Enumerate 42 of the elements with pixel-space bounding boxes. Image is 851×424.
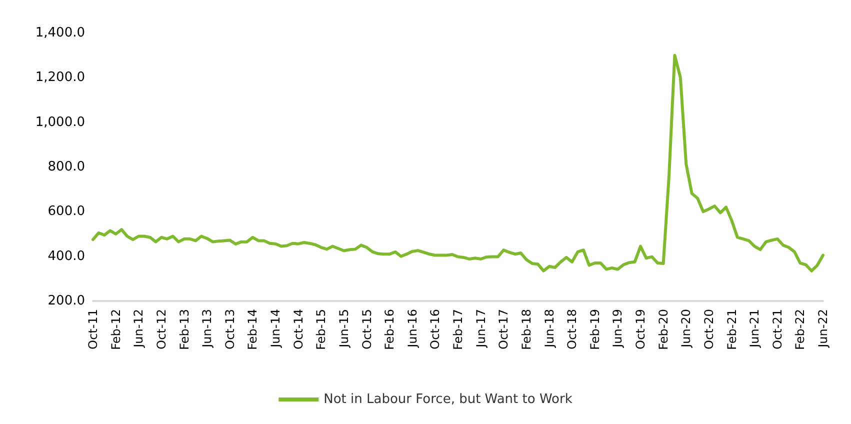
x-tick-label: Jun-18 [542,309,556,348]
x-tick-label: Oct-16 [428,309,442,350]
y-tick-label: 600.0 [48,204,85,220]
x-tick-label: Feb-21 [724,309,739,350]
y-tick-label: 1,400.0 [35,26,85,40]
x-tick-label: Jun-14 [268,309,282,348]
x-tick-label: Oct-15 [360,309,374,350]
line-series [92,54,824,272]
x-tick-label: Oct-18 [565,309,580,350]
x-tick-label: Jun-13 [200,309,214,348]
x-tick-label: Jun-16 [405,309,420,348]
x-tick-label: Jun-20 [679,309,694,348]
x-tick-label: Oct-17 [496,309,511,350]
x-tick-label: Feb-13 [177,309,192,350]
x-tick-label: Oct-14 [291,309,306,350]
y-tick-label: 400.0 [48,248,85,264]
x-tick-label: Jun-12 [132,309,146,348]
x-tick-label: Feb-22 [793,309,808,350]
x-tick-label: Jun-21 [748,309,762,348]
x-tick-label: Feb-12 [108,309,123,350]
x-tick-label: Oct-13 [222,309,237,350]
x-tick-label: Feb-20 [656,309,670,350]
y-tick-label: 200.0 [48,294,85,308]
x-tick-label: Oct-12 [154,309,168,350]
x-tick-label: Feb-17 [451,309,465,350]
y-tick-label: 800.0 [48,160,85,174]
y-tick-label: 1,000.0 [35,114,85,130]
x-tick-label: Jun-19 [610,309,625,348]
x-tick-label: Feb-18 [519,309,534,350]
x-tick-label: Feb-19 [588,309,602,350]
x-tick-label: Feb-15 [314,309,328,350]
x-tick-label: Jun-22 [816,309,830,348]
legend-label: Not in Labour Force, but Want to Work [324,392,573,407]
x-tick-label: Oct-19 [634,309,648,350]
y-tick-label: 1,200.0 [35,70,85,86]
x-tick-label: Jun-15 [336,309,351,348]
x-tick-label: Feb-14 [246,309,260,350]
x-tick-label: Oct-21 [770,309,784,350]
x-tick-label: Jun-17 [474,309,488,348]
x-tick-label: Oct-20 [702,309,716,350]
x-tick-label: Feb-16 [382,309,397,350]
x-tick-label: Oct-11 [86,309,100,350]
